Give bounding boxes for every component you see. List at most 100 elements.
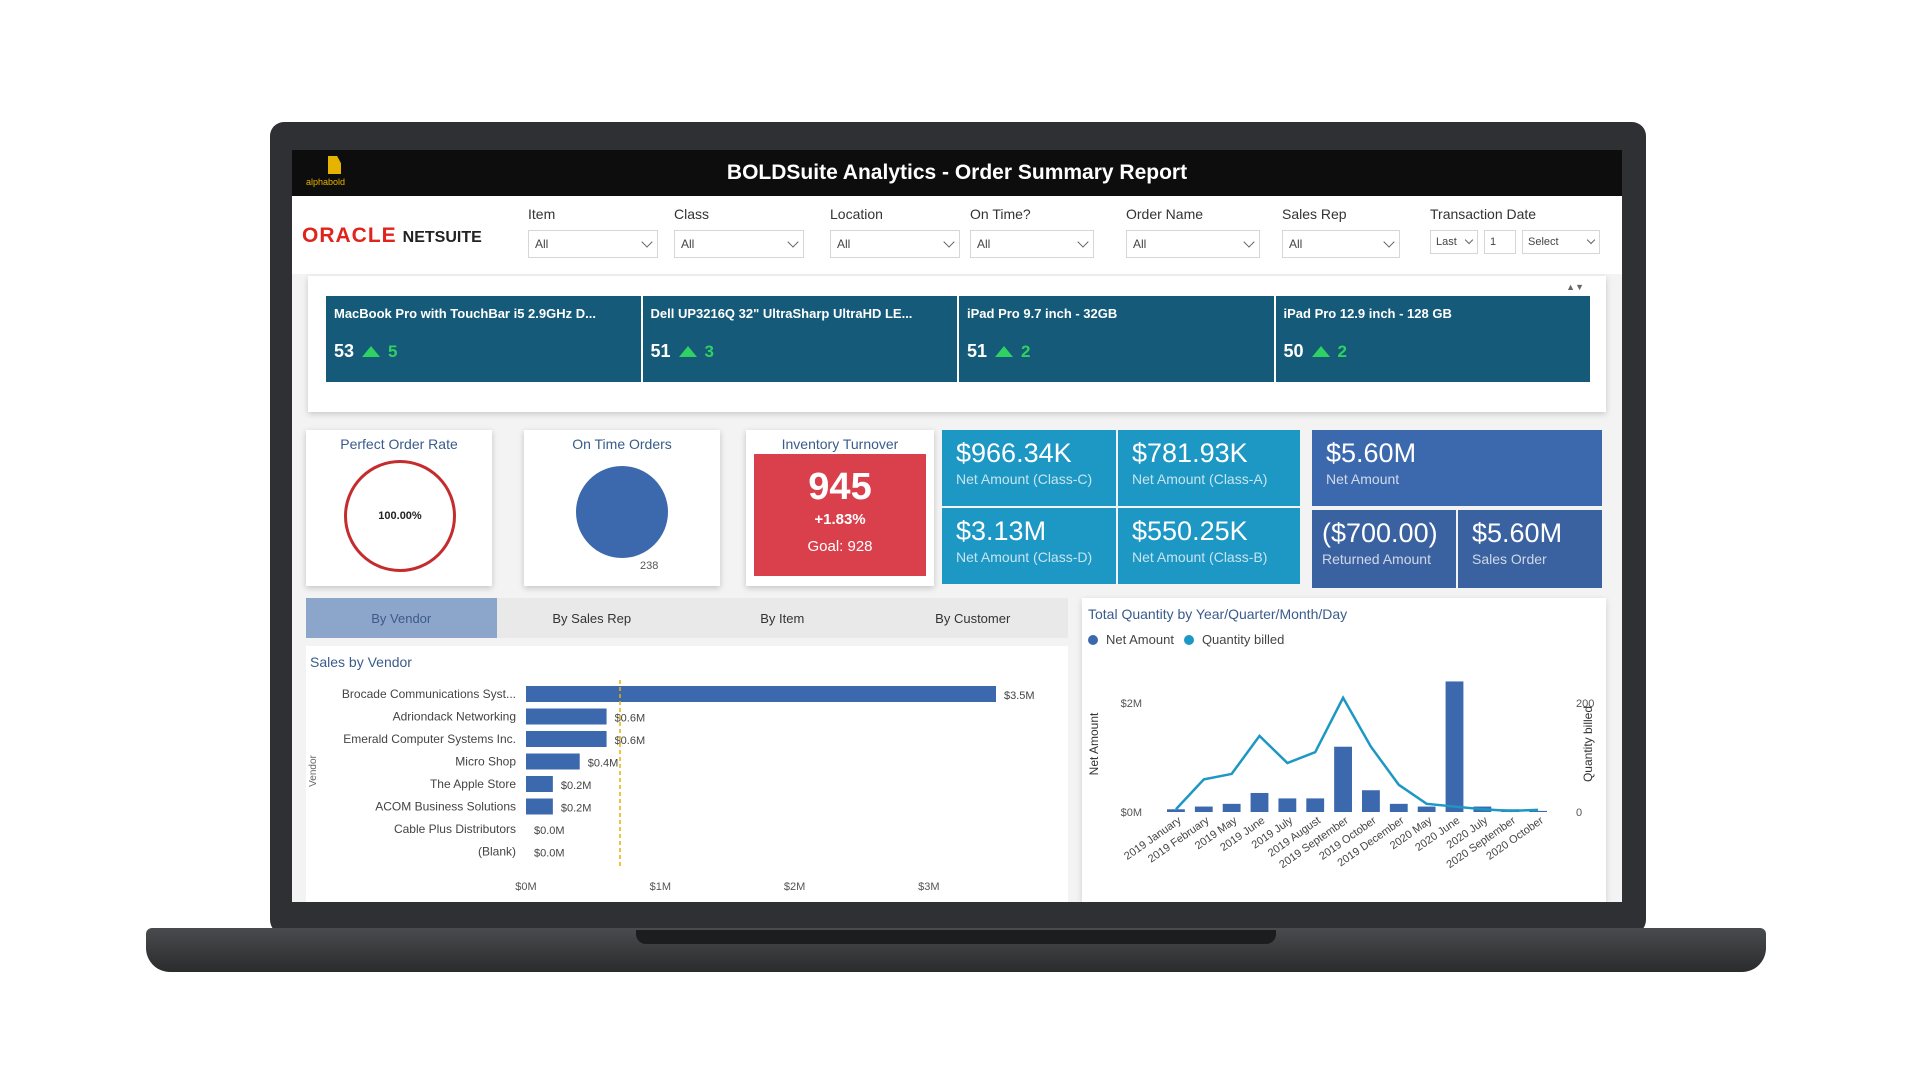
inventory-goal: Goal: 928 <box>807 538 873 555</box>
sales-rep-select[interactable]: All <box>1282 230 1400 258</box>
class-select[interactable]: All <box>674 230 804 258</box>
product-delta: 2 <box>1337 341 1347 361</box>
product-tile[interactable]: iPad Pro 12.9 inch - 128 GB 50 2 <box>1275 296 1590 382</box>
on-time-orders-value: 238 <box>640 560 659 572</box>
order-name-select[interactable]: All <box>1126 230 1260 258</box>
sales-by-vendor-chart: Vendor Brocade Communications Syst... $3.5… <box>308 680 1035 893</box>
chevron-down-icon <box>1383 236 1395 248</box>
vendor-value-label: $0.6M <box>615 713 646 725</box>
inventory-value: 945 <box>808 466 872 508</box>
net-amount-bar <box>1529 810 1547 812</box>
net-amount-bar <box>1362 790 1380 812</box>
vendor-label: Micro Shop <box>455 755 516 769</box>
tab-by-customer[interactable]: By Customer <box>935 610 1011 626</box>
product-tile[interactable]: MacBook Pro with TouchBar i5 2.9GHz D...… <box>326 296 643 382</box>
report-header: alphabold BOLDSuite Analytics - Order Su… <box>292 150 1622 196</box>
net-amount-class-b-card[interactable]: $550.25K Net Amount (Class-B) <box>1118 508 1300 584</box>
inventory-change: +1.83% <box>814 511 866 528</box>
sort-arrows-icon[interactable]: ▲▼ <box>1566 282 1584 292</box>
money-value: $781.93K <box>1132 438 1248 468</box>
vendor-label: ACOM Business Solutions <box>375 800 516 814</box>
date-mode-select[interactable]: Last <box>1430 230 1478 254</box>
vendor-bar <box>526 708 607 725</box>
filter-transaction-date: Transaction Date Last 1 Select <box>1430 206 1600 254</box>
money-label: Returned Amount <box>1322 551 1431 567</box>
location-select[interactable]: All <box>830 230 960 258</box>
money-value: $5.60M <box>1326 438 1417 468</box>
money-label: Net Amount <box>1326 471 1400 487</box>
on-time-select[interactable]: All <box>970 230 1094 258</box>
vendor-bar <box>526 731 607 747</box>
chevron-down-icon <box>943 236 955 248</box>
money-label: Net Amount (Class-B) <box>1132 549 1268 565</box>
net-amount-bar <box>1222 803 1241 812</box>
filter-on-time: On Time? All <box>970 206 1094 258</box>
net-amount-card[interactable]: $5.60M Net Amount <box>1312 430 1602 506</box>
trend-up-icon <box>1311 346 1330 357</box>
select-value: All <box>837 237 851 251</box>
chevron-down-icon <box>1077 236 1089 248</box>
total-quantity-title: Total Quantity by Year/Quarter/Month/Day <box>1088 606 1348 622</box>
sales-by-vendor-title: Sales by Vendor <box>310 654 412 670</box>
money-value: $966.34K <box>956 438 1072 468</box>
perfect-order-title: Perfect Order Rate <box>340 436 458 452</box>
perfect-order-gauge: 100.00% <box>344 460 456 572</box>
returned-amount-card[interactable]: ($700.00) Returned Amount <box>1312 510 1456 588</box>
filter-label: On Time? <box>970 206 1031 222</box>
net-amount-class-a-card[interactable]: $781.93K Net Amount (Class-A) <box>1118 430 1300 506</box>
vendor-x-tick: $1M <box>650 881 671 893</box>
inventory-turnover-tile: 945 +1.83% Goal: 928 <box>754 454 926 576</box>
net-amount-class-c-card[interactable]: $966.34K Net Amount (Class-C) <box>942 430 1116 506</box>
vendor-label: (Blank) <box>478 845 516 859</box>
date-count-input[interactable]: 1 <box>1484 230 1516 254</box>
vendor-bar <box>526 798 553 815</box>
net-amount-bar <box>1445 681 1464 812</box>
tab-by-sales-rep[interactable]: By Sales Rep <box>552 610 632 626</box>
sales-order-card[interactable]: $5.60M Sales Order <box>1458 510 1602 588</box>
filter-order-name: Order Name All <box>1126 206 1260 258</box>
vendor-value-label: $0.0M <box>534 825 565 837</box>
select-value: All <box>1289 237 1303 251</box>
net-amount-bar <box>1334 746 1352 812</box>
vendor-label: Adriondack Networking <box>393 710 516 724</box>
product-tile[interactable]: iPad Pro 9.7 inch - 32GB 51 2 <box>959 296 1276 382</box>
on-time-orders-card: On Time Orders 238 <box>524 430 720 586</box>
top-products-card: ▲▼ MacBook Pro with TouchBar i5 2.9GHz D… <box>308 276 1606 412</box>
select-value: All <box>535 237 549 251</box>
item-select[interactable]: All <box>528 230 658 258</box>
perfect-order-value: 100.00% <box>378 510 422 522</box>
chevron-down-icon <box>787 236 799 248</box>
product-delta: 3 <box>704 341 714 361</box>
quantity-billed-line <box>1175 695 1539 813</box>
quantity-axis-title: Quantity billed <box>1581 706 1595 782</box>
product-tile[interactable]: Dell UP3216Q 32" UltraSharp UltraHD LE..… <box>642 296 959 382</box>
legend-net-amount[interactable]: Net Amount <box>1106 632 1174 647</box>
vendor-value-label: $0.2M <box>561 780 592 792</box>
vendor-label: Brocade Communications Syst... <box>342 687 516 701</box>
vendor-bar <box>526 686 996 702</box>
select-value: All <box>681 237 695 251</box>
net-amount-tick: $2M <box>1121 698 1142 710</box>
select-value: Last <box>1436 236 1457 248</box>
net-amount-class-d-card[interactable]: $3.13M Net Amount (Class-D) <box>942 508 1116 584</box>
date-unit-select[interactable]: Select <box>1522 230 1600 254</box>
on-time-pie <box>576 466 668 558</box>
trend-up-icon <box>362 346 381 357</box>
product-value: 51 <box>967 341 988 361</box>
tab-by-item[interactable]: By Item <box>760 610 805 626</box>
legend-quantity-billed[interactable]: Quantity billed <box>1201 632 1285 647</box>
chevron-down-icon <box>641 236 653 248</box>
filter-label: Order Name <box>1126 206 1204 222</box>
filter-label: Item <box>528 206 556 222</box>
filter-item: Item All <box>528 206 658 258</box>
net-amount-tick: $0M <box>1121 807 1142 819</box>
vendor-x-tick: $0M <box>515 881 536 893</box>
quantity-tick: 200 <box>1576 698 1594 710</box>
vendor-axis-title: Vendor <box>308 754 319 786</box>
product-name: Dell UP3216Q 32" UltraSharp UltraHD LE..… <box>650 306 913 321</box>
net-amount-bar <box>1306 798 1325 812</box>
tab-by-vendor[interactable]: By Vendor <box>306 598 497 638</box>
filter-label: Sales Rep <box>1282 206 1347 222</box>
total-quantity-chart: Net Amount Quantity billed$0M$2M02002019 … <box>1087 681 1595 871</box>
vendor-bar <box>526 753 580 770</box>
